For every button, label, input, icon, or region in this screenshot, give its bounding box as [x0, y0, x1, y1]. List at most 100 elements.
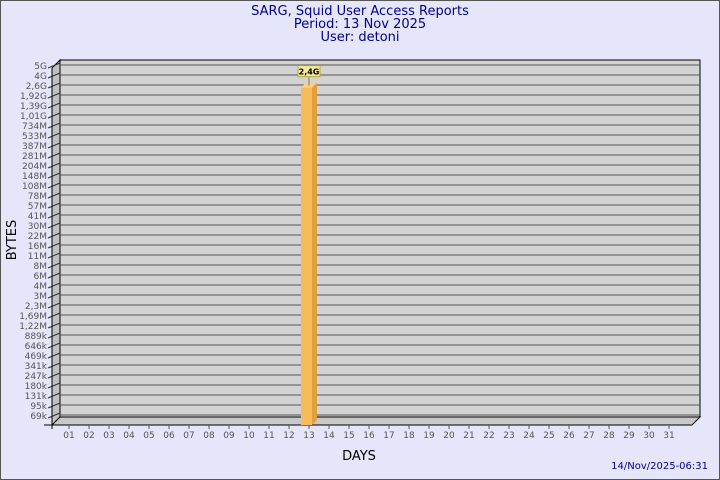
x-tick-label: 23: [503, 431, 514, 441]
y-tick: [47, 362, 61, 369]
plot-floor: [50, 416, 702, 426]
y-tick: [47, 152, 61, 159]
y-tick-label: 5G: [34, 62, 47, 72]
x-tick-label: 10: [243, 431, 255, 441]
bar-side: [312, 82, 317, 426]
y-tick-label: 41M: [28, 212, 47, 222]
y-tick-label: 11M: [28, 252, 47, 262]
y-tick-label: 1,39G: [20, 102, 47, 112]
y-tick-label: 108M: [22, 182, 47, 192]
y-tick: [47, 162, 61, 169]
y-tick-label: 889k: [25, 332, 48, 342]
y-tick-label: 131k: [25, 392, 48, 402]
y-tick-label: 469k: [25, 352, 48, 362]
x-tick-label: 02: [83, 431, 94, 441]
y-tick-label: 533M: [22, 132, 47, 142]
y-tick: [47, 312, 61, 319]
y-tick: [47, 342, 61, 349]
y-tick: [47, 382, 61, 389]
y-tick: [47, 402, 61, 409]
y-tick-label: 1,92G: [20, 92, 47, 102]
x-tick-label: 17: [383, 431, 394, 441]
y-tick: [47, 62, 61, 69]
y-tick: [47, 322, 61, 329]
y-tick: [47, 252, 61, 259]
y-tick: [47, 212, 61, 219]
x-tick-label: 22: [483, 431, 494, 441]
x-tick-label: 12: [283, 431, 294, 441]
x-tick-label: 14: [323, 431, 335, 441]
y-tick: [47, 202, 61, 209]
y-tick-label: 4M: [34, 282, 48, 292]
y-tick-label: 95k: [30, 402, 47, 412]
x-tick-label: 04: [123, 431, 135, 441]
x-tick-label: 27: [583, 431, 594, 441]
y-tick-label: 2,6G: [26, 82, 47, 92]
x-axis-label: DAYS: [342, 449, 376, 464]
y-tick: [47, 372, 61, 379]
y-tick: [47, 242, 61, 249]
y-tick-label: 1,01G: [20, 112, 47, 122]
y-tick-label: 6M: [34, 272, 48, 282]
y-tick-label: 8M: [34, 262, 48, 272]
x-tick-label: 20: [443, 431, 455, 441]
y-tick: [47, 142, 61, 149]
y-tick-label: 78M: [28, 192, 47, 202]
y-tick-label: 2,3M: [25, 302, 47, 312]
y-tick: [47, 272, 61, 279]
report-timestamp: 14/Nov/2025-06:31: [611, 461, 708, 472]
x-tick-label: 30: [643, 431, 655, 441]
y-tick-label: 1,22M: [19, 322, 47, 332]
y-tick: [47, 92, 61, 99]
y-tick: [47, 122, 61, 129]
y-tick: [47, 262, 61, 269]
y-tick: [47, 392, 61, 399]
x-tick-label: 09: [223, 431, 235, 441]
y-tick: [47, 102, 61, 109]
y-tick: [47, 292, 61, 299]
y-tick: [47, 132, 61, 139]
x-tick-label: 08: [203, 431, 215, 441]
x-tick-label: 21: [463, 431, 474, 441]
y-tick: [47, 192, 61, 199]
x-tick-label: 11: [263, 431, 274, 441]
chart-title: SARG, Squid User Access Reports: [251, 4, 469, 19]
y-tick-label: 16M: [28, 242, 47, 252]
x-tick-label: 06: [163, 431, 175, 441]
bar-value-label: 2,4G: [299, 68, 320, 77]
y-tick: [47, 232, 61, 239]
y-tick: [47, 182, 61, 189]
y-tick-label: 57M: [28, 202, 47, 212]
x-tick-label: 15: [343, 431, 354, 441]
x-tick-label: 29: [623, 431, 635, 441]
x-tick-label: 31: [663, 431, 674, 441]
chart-period: Period: 13 Nov 2025: [293, 17, 427, 32]
x-tick-label: 28: [603, 431, 615, 441]
y-tick-label: 148M: [22, 172, 47, 182]
y-tick-label: 204M: [22, 162, 47, 172]
y-tick-label: 387M: [22, 142, 47, 152]
x-tick-label: 19: [423, 431, 435, 441]
x-tick-label: 07: [183, 431, 194, 441]
x-tick-label: 05: [143, 431, 154, 441]
y-tick: [47, 172, 61, 179]
y-tick-label: 646k: [25, 342, 48, 352]
y-tick-label: 281M: [22, 152, 47, 162]
y-tick-label: 22M: [28, 232, 47, 242]
chart-user: User: detoni: [320, 30, 400, 45]
x-tick-label: 01: [63, 431, 74, 441]
y-tick: [47, 302, 61, 309]
y-tick: [47, 222, 61, 229]
y-tick: [47, 72, 61, 79]
y-axis-label: BYTES: [5, 220, 20, 261]
y-tick-label: 1,69M: [19, 312, 47, 322]
y-tick-label: 30M: [28, 222, 47, 232]
y-tick-label: 3M: [34, 292, 48, 302]
y-tick-label: 180k: [25, 382, 48, 392]
y-tick-label: 734M: [22, 122, 47, 132]
y-tick-label: 69k: [30, 412, 47, 422]
x-tick-label: 13: [303, 431, 314, 441]
x-tick-label: 18: [403, 431, 415, 441]
x-tick-label: 03: [103, 431, 114, 441]
